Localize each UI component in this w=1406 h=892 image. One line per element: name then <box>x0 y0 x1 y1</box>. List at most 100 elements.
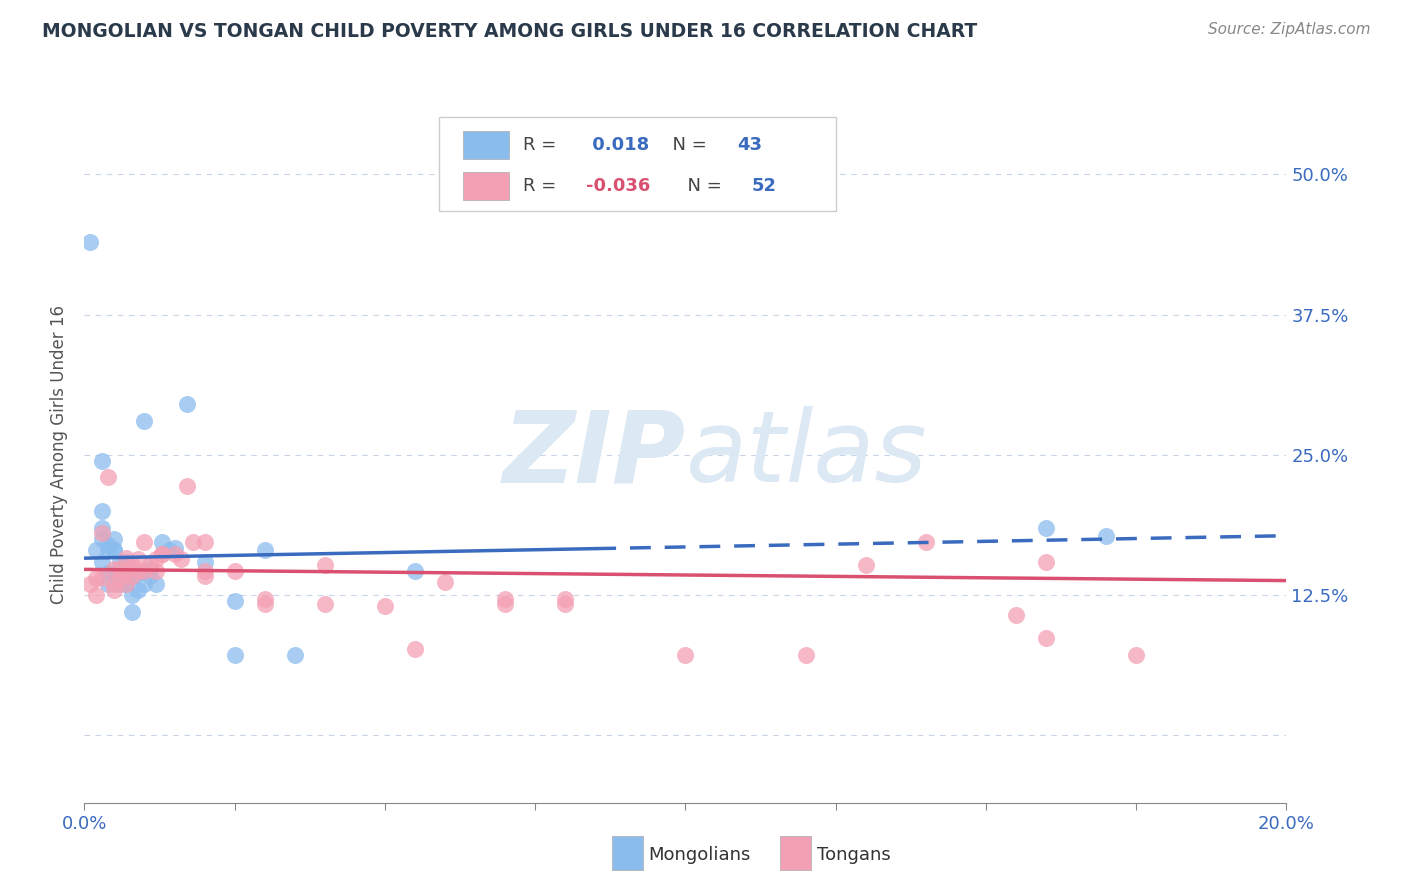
Point <box>103 543 125 558</box>
Point <box>1125 648 1147 662</box>
Point <box>134 564 156 578</box>
FancyBboxPatch shape <box>463 131 509 159</box>
Point <box>145 552 167 566</box>
Text: 0.018: 0.018 <box>586 136 650 154</box>
Text: Tongans: Tongans <box>817 847 890 864</box>
Point <box>494 591 516 606</box>
Point <box>110 562 132 576</box>
Point <box>103 577 125 591</box>
Point <box>134 577 156 591</box>
Point <box>145 577 167 591</box>
Point <box>1005 608 1028 623</box>
Point <box>103 582 125 597</box>
Point <box>434 574 457 589</box>
Point <box>1035 521 1057 535</box>
Point <box>91 453 114 467</box>
Point <box>139 558 162 572</box>
Point <box>110 577 132 591</box>
Point <box>121 569 143 583</box>
Point <box>224 594 246 608</box>
Point <box>115 564 138 578</box>
Point <box>115 571 138 585</box>
Point <box>194 564 217 578</box>
Point <box>374 599 396 614</box>
Point <box>121 569 143 583</box>
Point <box>121 588 143 602</box>
Point <box>97 543 120 558</box>
Text: -0.036: -0.036 <box>586 178 650 195</box>
Point <box>97 577 120 591</box>
Point <box>115 577 138 591</box>
Point <box>152 547 174 561</box>
Point <box>404 642 426 657</box>
Point <box>86 543 108 558</box>
Point <box>145 564 167 578</box>
Point <box>194 569 217 583</box>
Point <box>152 547 174 561</box>
Point <box>253 543 276 558</box>
Point <box>97 566 120 580</box>
Point <box>91 555 114 569</box>
Point <box>127 566 149 580</box>
Point <box>86 588 108 602</box>
Text: MONGOLIAN VS TONGAN CHILD POVERTY AMONG GIRLS UNDER 16 CORRELATION CHART: MONGOLIAN VS TONGAN CHILD POVERTY AMONG … <box>42 22 977 41</box>
FancyBboxPatch shape <box>463 172 509 200</box>
Point <box>157 543 180 558</box>
Point <box>163 547 186 561</box>
Point <box>103 543 125 558</box>
Text: N =: N = <box>676 178 727 195</box>
Point <box>253 591 276 606</box>
Point <box>79 577 101 591</box>
Text: atlas: atlas <box>686 407 927 503</box>
Point <box>103 566 125 580</box>
Point <box>1035 555 1057 569</box>
FancyBboxPatch shape <box>439 118 835 211</box>
Point <box>152 535 174 549</box>
Point <box>97 538 120 552</box>
Point <box>103 532 125 546</box>
Y-axis label: Child Poverty Among Girls Under 16: Child Poverty Among Girls Under 16 <box>51 305 69 605</box>
Point <box>91 532 114 546</box>
Point <box>79 235 101 249</box>
Point <box>97 470 120 484</box>
Point <box>253 597 276 611</box>
Text: Mongolians: Mongolians <box>648 847 751 864</box>
Text: 52: 52 <box>752 178 776 195</box>
Point <box>91 571 114 585</box>
Point <box>554 591 576 606</box>
Point <box>91 526 114 541</box>
Point <box>91 504 114 518</box>
Point <box>134 414 156 428</box>
Point <box>176 397 198 411</box>
Point <box>194 555 217 569</box>
Text: 43: 43 <box>737 136 762 154</box>
Point <box>103 562 125 576</box>
Point <box>91 521 114 535</box>
Point <box>314 558 336 572</box>
Point <box>176 479 198 493</box>
Point <box>284 648 307 662</box>
Point <box>194 535 217 549</box>
Point <box>110 562 132 576</box>
Point <box>675 648 697 662</box>
Point <box>314 597 336 611</box>
Point <box>134 535 156 549</box>
Point <box>115 555 138 569</box>
Text: Source: ZipAtlas.com: Source: ZipAtlas.com <box>1208 22 1371 37</box>
Text: R =: R = <box>523 136 562 154</box>
Point <box>794 648 817 662</box>
Point <box>169 552 191 566</box>
Point <box>1095 529 1118 543</box>
Point <box>115 577 138 591</box>
Point <box>127 564 149 578</box>
Point <box>224 648 246 662</box>
Text: N =: N = <box>661 136 713 154</box>
Point <box>121 558 143 572</box>
Point <box>110 555 132 569</box>
Point <box>127 552 149 566</box>
Point <box>554 597 576 611</box>
Point <box>181 535 204 549</box>
Point <box>915 535 938 549</box>
Point <box>163 541 186 555</box>
Point <box>110 571 132 585</box>
